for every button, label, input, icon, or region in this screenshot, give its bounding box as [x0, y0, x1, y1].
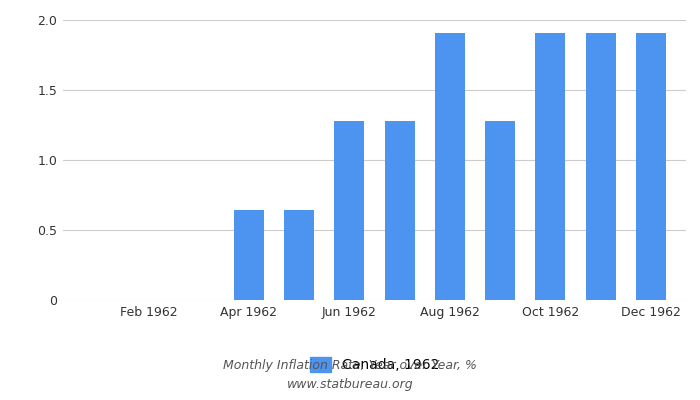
Bar — [335, 121, 365, 300]
Bar — [536, 33, 566, 300]
Legend: Canada, 1962: Canada, 1962 — [310, 357, 439, 372]
Text: Monthly Inflation Rate, Year over Year, %: Monthly Inflation Rate, Year over Year, … — [223, 360, 477, 372]
Text: www.statbureau.org: www.statbureau.org — [287, 378, 413, 391]
Bar — [485, 121, 515, 300]
Bar — [284, 210, 314, 300]
Bar — [585, 33, 616, 300]
Bar — [435, 33, 465, 300]
Bar — [384, 121, 414, 300]
Bar — [234, 210, 264, 300]
Bar — [636, 33, 666, 300]
